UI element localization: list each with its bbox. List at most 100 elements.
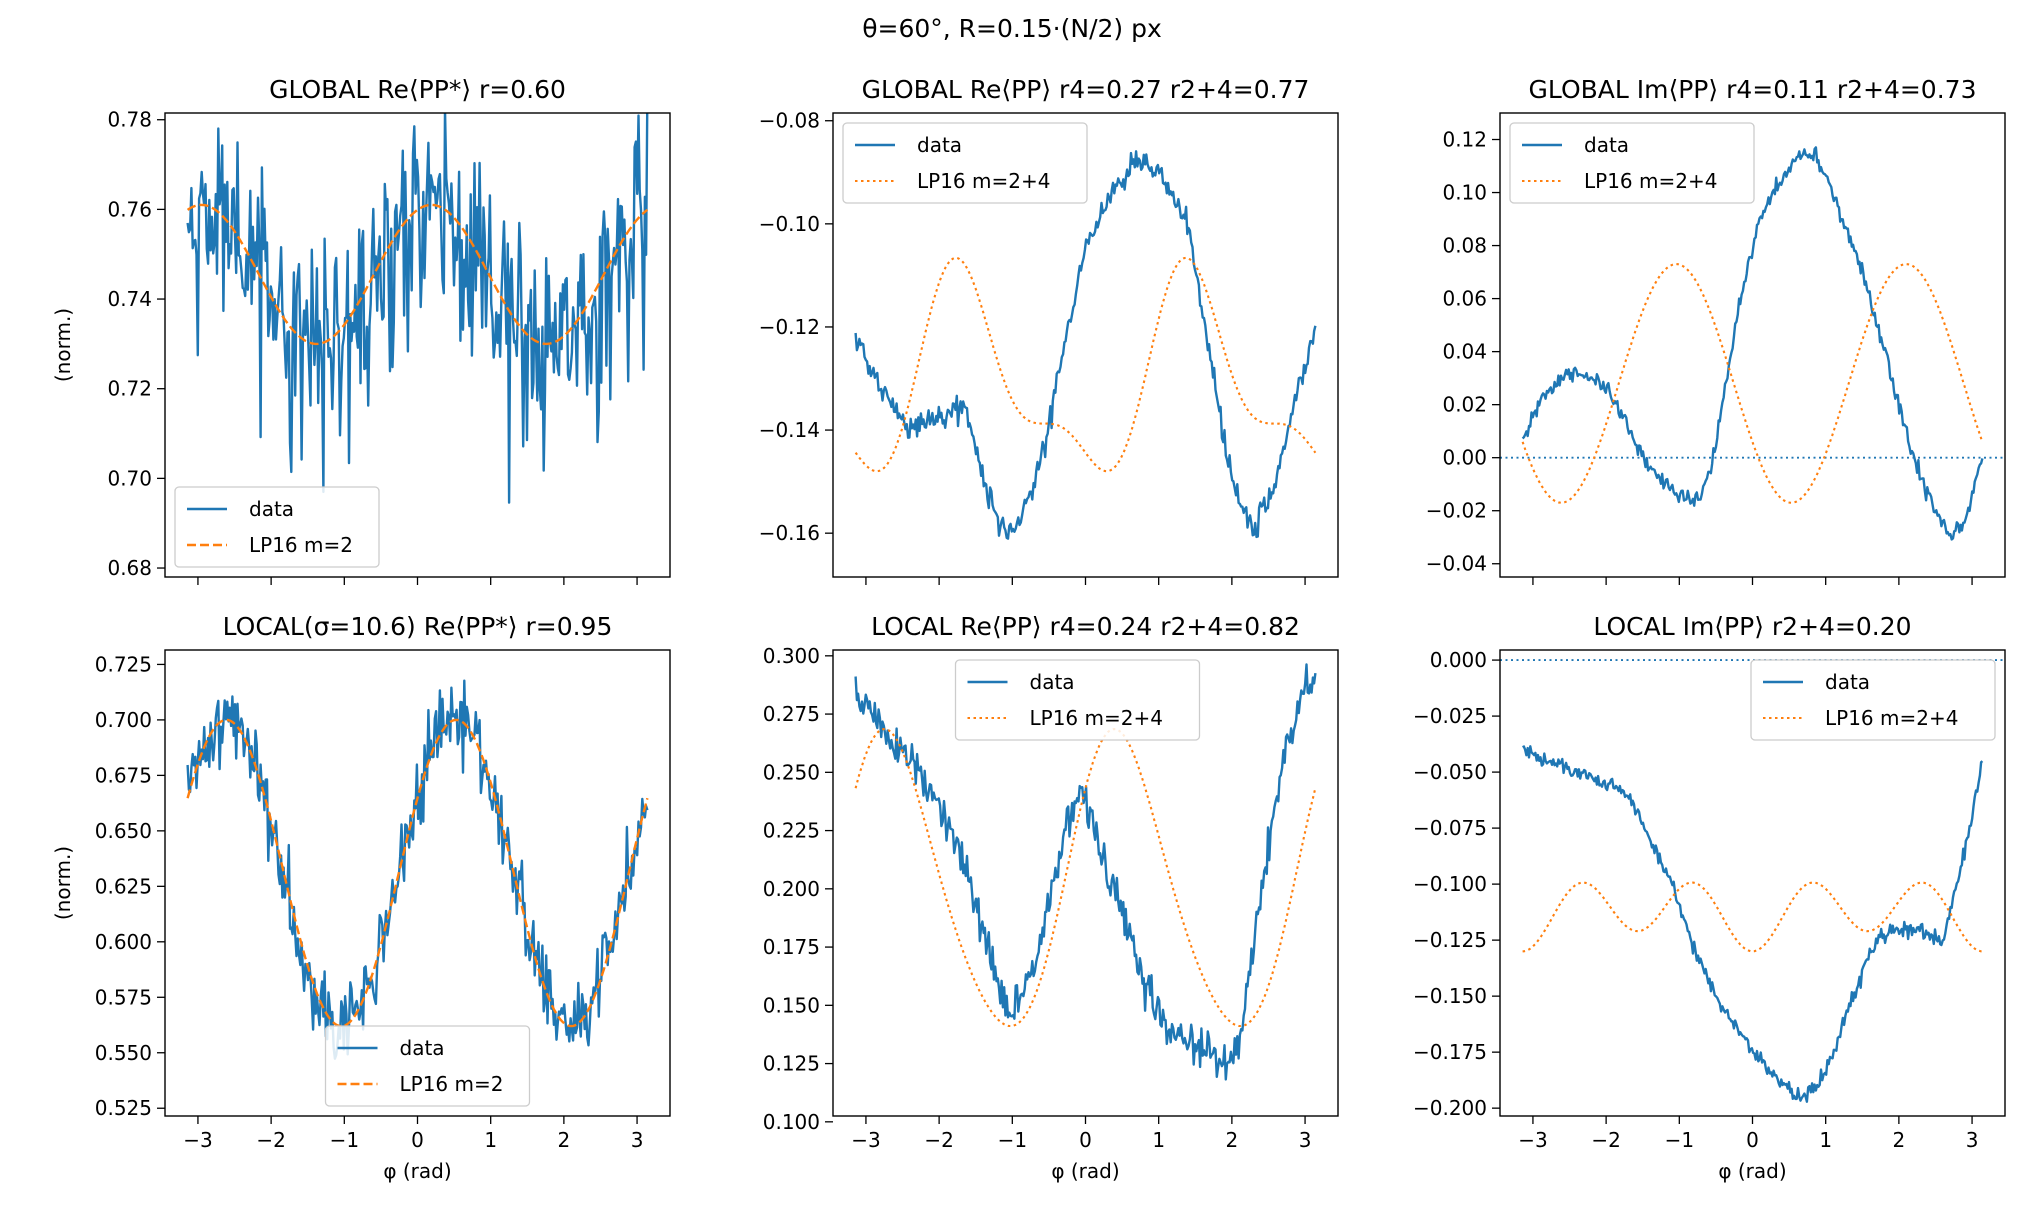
legend-label: data — [400, 1036, 445, 1060]
x-tick-label: 0 — [411, 1128, 424, 1152]
series-line-data — [854, 150, 1317, 540]
legend-label: data — [1825, 670, 1870, 694]
legend-label: LP16 m=2+4 — [1825, 706, 1958, 730]
axes-frame — [832, 649, 1339, 1117]
legend-label: LP16 m=2 — [400, 1072, 504, 1096]
y-tick-label: 0.275 — [763, 702, 820, 726]
chart-panel-1: GLOBAL Re⟨PP*⟩ r=0.60 0.68 0.70 0.72 0.74 0.7… — [51, 75, 671, 585]
y-tick-label: 0.700 — [95, 708, 152, 732]
chart-panel-6: LOCAL Im⟨PP⟩ r2+4=0.20 −0.200 −0.175 −0.150… — [1413, 612, 2006, 1183]
legend-frame — [324, 1025, 531, 1107]
plot-area — [1521, 146, 1984, 541]
axes-frame — [832, 112, 1339, 578]
x-axis-label: φ (rad) — [1718, 1159, 1786, 1183]
legend: data LP16 m=2 — [174, 486, 380, 568]
legend-label: data — [1584, 133, 1629, 157]
chart-panel-2: GLOBAL Re⟨PP⟩ r4=0.27 r2+4=0.77 −0.16 −0.1… — [759, 75, 1339, 585]
x-tick-label: 0 — [1079, 1128, 1092, 1152]
y-tick-label: 0.00 — [1442, 446, 1487, 470]
y-tick-label: 0.625 — [95, 874, 152, 898]
y-tick-label: −0.100 — [1413, 872, 1487, 896]
legend: data LP16 m=2+4 — [842, 122, 1088, 204]
chart-panel-5: LOCAL Re⟨PP⟩ r4=0.24 r2+4=0.82 0.100 0.125… — [763, 612, 1339, 1183]
y-tick-label: 0.675 — [95, 763, 152, 787]
legend-frame — [842, 122, 1088, 204]
y-tick-label: 0.000 — [1430, 648, 1487, 672]
y-tick-label: 0.12 — [1442, 128, 1487, 152]
x-tick-label: 2 — [1893, 1128, 1906, 1152]
panel-title: GLOBAL Re⟨PP*⟩ r=0.60 — [269, 75, 566, 104]
legend: data LP16 m=2+4 — [1750, 659, 1996, 741]
y-tick-label: −0.14 — [759, 418, 820, 442]
y-tick-label: 0.550 — [95, 1041, 152, 1065]
y-tick-label: 0.68 — [107, 556, 152, 580]
y-tick-label: 0.74 — [107, 287, 152, 311]
plot-area — [186, 113, 649, 504]
series-line-data — [186, 679, 649, 1060]
x-tick-label: 1 — [484, 1128, 497, 1152]
x-tick-label: −3 — [183, 1128, 212, 1152]
y-tick-label: 0.150 — [763, 993, 820, 1017]
y-tick-label: 0.575 — [95, 985, 152, 1009]
panel-title: LOCAL Im⟨PP⟩ r2+4=0.20 — [1593, 612, 1911, 641]
y-tick-label: 0.06 — [1442, 287, 1487, 311]
y-tick-label: 0.04 — [1442, 340, 1487, 364]
panel-title: LOCAL(σ=10.6) Re⟨PP*⟩ r=0.95 — [223, 612, 613, 641]
axes-frame — [1499, 112, 2006, 578]
y-tick-label: 0.100 — [763, 1110, 820, 1134]
y-tick-label: 0.725 — [95, 652, 152, 676]
series-line-fit — [854, 256, 1317, 473]
series-line-data — [1522, 745, 1984, 1103]
legend-label: data — [249, 497, 294, 521]
plot-area — [854, 150, 1317, 540]
y-tick-label: 0.02 — [1442, 393, 1487, 417]
series-line-data — [186, 113, 649, 504]
y-tick-label: 0.08 — [1442, 234, 1487, 258]
y-tick-label: −0.200 — [1413, 1096, 1487, 1120]
axes-frame — [164, 649, 671, 1117]
panel-title: LOCAL Re⟨PP⟩ r4=0.24 r2+4=0.82 — [871, 612, 1300, 641]
y-tick-label: 0.225 — [763, 819, 820, 843]
x-tick-label: −3 — [1518, 1128, 1547, 1152]
y-tick-label: −0.050 — [1413, 760, 1487, 784]
y-tick-label: −0.075 — [1413, 816, 1487, 840]
x-tick-label: −1 — [1665, 1128, 1694, 1152]
x-tick-label: 3 — [1966, 1128, 1979, 1152]
plot-area — [854, 663, 1317, 1081]
y-tick-label: 0.125 — [763, 1052, 820, 1076]
axes-frame — [164, 112, 671, 578]
legend-frame — [954, 659, 1201, 741]
x-tick-label: 2 — [558, 1128, 571, 1152]
x-tick-label: 0 — [1746, 1128, 1759, 1152]
series-line-data — [1521, 146, 1984, 541]
legend: data LP16 m=2+4 — [1509, 122, 1755, 204]
x-axis-label: φ (rad) — [383, 1159, 451, 1183]
x-tick-label: 3 — [631, 1128, 644, 1152]
legend-label: data — [917, 133, 962, 157]
y-axis-label: (norm.) — [51, 846, 75, 920]
legend-label: LP16 m=2+4 — [1030, 706, 1163, 730]
y-tick-label: 0.200 — [763, 877, 820, 901]
y-tick-label: −0.08 — [759, 109, 820, 133]
y-tick-label: −0.02 — [1426, 499, 1487, 523]
y-tick-label: 0.175 — [763, 935, 820, 959]
plot-area — [186, 679, 649, 1060]
chart-panel-4: LOCAL(σ=10.6) Re⟨PP*⟩ r=0.95 0.525 0.550 0.… — [51, 612, 671, 1183]
legend-frame — [1750, 659, 1996, 741]
x-tick-label: −3 — [851, 1128, 880, 1152]
y-tick-label: 0.650 — [95, 819, 152, 843]
y-tick-label: −0.10 — [759, 212, 820, 236]
legend-label: data — [1030, 670, 1075, 694]
x-tick-label: −1 — [330, 1128, 359, 1152]
series-line-fit — [186, 718, 649, 1028]
legend-frame — [1509, 122, 1755, 204]
y-tick-label: 0.10 — [1442, 181, 1487, 205]
y-tick-label: 0.76 — [107, 197, 152, 221]
y-tick-label: 0.300 — [763, 644, 820, 668]
y-tick-label: 0.78 — [107, 108, 152, 132]
legend-frame — [174, 486, 380, 568]
x-tick-label: 1 — [1152, 1128, 1165, 1152]
y-tick-label: −0.025 — [1413, 704, 1487, 728]
y-tick-label: 0.72 — [107, 377, 152, 401]
series-line-fit — [186, 203, 649, 346]
